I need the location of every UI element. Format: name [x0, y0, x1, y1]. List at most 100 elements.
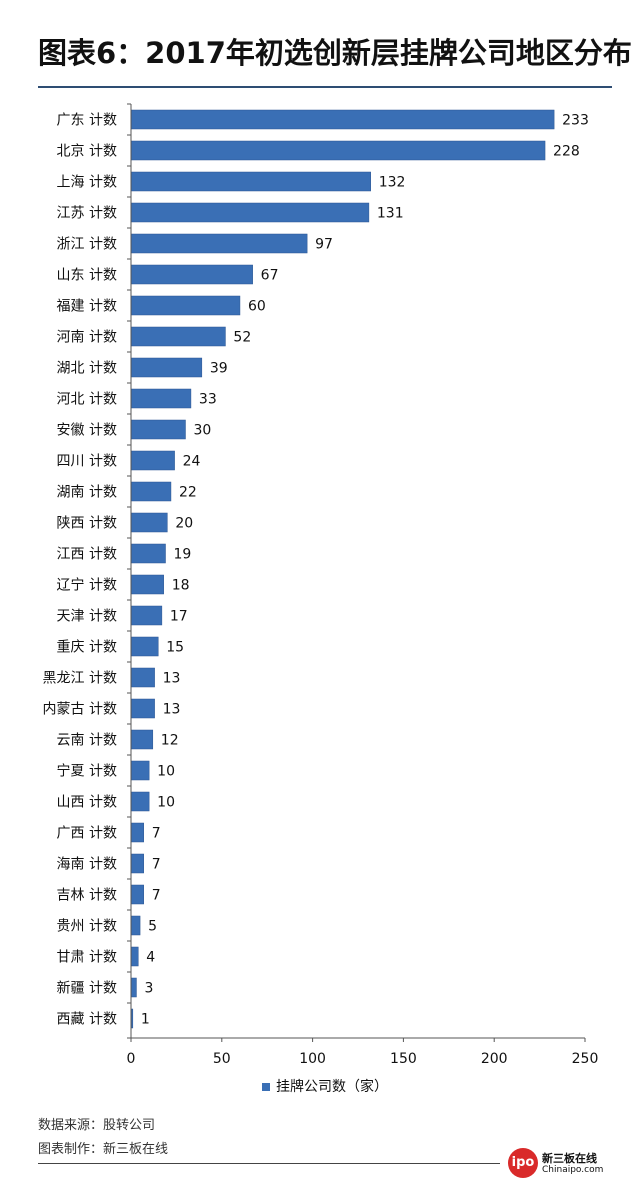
x-tick-label: 0 — [127, 1051, 136, 1067]
category-label: 甘肃 计数 — [57, 950, 117, 966]
logo: ipo 新三板在线 Chinaipo.com — [508, 1148, 632, 1180]
data-label: 7 — [152, 826, 161, 842]
category-label: 河南 计数 — [57, 330, 117, 346]
bar — [130, 698, 155, 719]
category-label: 福建 计数 — [57, 299, 117, 315]
bar — [130, 760, 150, 781]
x-tick-label: 250 — [572, 1051, 599, 1067]
category-label: 上海 计数 — [57, 175, 117, 191]
data-label: 33 — [199, 392, 217, 408]
bar — [130, 822, 144, 843]
category-label: 重庆 计数 — [57, 640, 117, 656]
bar — [130, 140, 546, 161]
data-label: 97 — [315, 237, 333, 253]
bar — [130, 729, 154, 750]
category-label: 辽宁 计数 — [57, 577, 117, 594]
bar — [130, 109, 555, 130]
category-label: 湖北 计数 — [57, 361, 117, 377]
bar — [130, 946, 139, 967]
data-label: 228 — [553, 144, 580, 160]
title-divider — [38, 86, 612, 88]
chart-maker: 图表制作：新三板在线 — [38, 1142, 169, 1157]
category-label: 贵州 计数 — [57, 919, 117, 935]
logo-url: Chinaipo.com — [542, 1165, 604, 1175]
data-label: 19 — [174, 547, 192, 563]
data-label: 20 — [175, 516, 193, 532]
data-label: 1 — [141, 1012, 150, 1028]
category-label: 广西 计数 — [57, 826, 117, 842]
x-tick-label: 100 — [299, 1051, 326, 1067]
category-label: 浙江 计数 — [57, 237, 117, 253]
bar — [130, 574, 164, 595]
category-label: 海南 计数 — [57, 857, 117, 873]
chart-title: 图表6：2017年初选创新层挂牌公司地区分布 — [38, 36, 632, 70]
category-label: 安徽 计数 — [57, 423, 117, 439]
data-label: 4 — [146, 950, 155, 966]
data-label: 15 — [166, 640, 184, 656]
bar — [130, 977, 137, 998]
data-label: 17 — [170, 609, 188, 625]
data-label: 132 — [379, 175, 406, 191]
data-label: 60 — [248, 299, 266, 315]
legend-swatch — [262, 1083, 270, 1091]
category-label: 山东 计数 — [57, 268, 117, 284]
bar — [130, 233, 308, 254]
data-label: 10 — [157, 764, 175, 780]
category-label: 云南 计数 — [57, 733, 117, 749]
category-label: 湖南 计数 — [57, 485, 117, 501]
data-label: 67 — [261, 268, 279, 284]
data-source: 数据来源：股转公司 — [38, 1118, 156, 1133]
logo-badge: ipo — [508, 1148, 538, 1178]
data-label: 13 — [163, 702, 181, 718]
data-label: 5 — [148, 919, 157, 935]
bar — [130, 388, 192, 409]
bar — [130, 605, 163, 626]
bar — [130, 636, 159, 657]
data-label: 24 — [183, 454, 201, 470]
data-label: 3 — [144, 981, 153, 997]
data-label: 39 — [210, 361, 228, 377]
category-label: 吉林 计数 — [57, 888, 117, 904]
data-label: 7 — [152, 857, 161, 873]
logo-name: 新三板在线 — [542, 1152, 597, 1165]
category-label: 北京 计数 — [57, 144, 117, 160]
bar — [130, 450, 175, 471]
data-label: 18 — [172, 578, 190, 594]
legend: 挂牌公司数（家） — [262, 1076, 388, 1096]
category-label: 天津 计数 — [57, 609, 117, 625]
category-label: 江苏 计数 — [57, 206, 117, 222]
bar — [130, 667, 155, 688]
legend-label: 挂牌公司数（家） — [276, 1079, 388, 1095]
bar — [130, 326, 226, 347]
bar — [130, 853, 144, 874]
category-label: 宁夏 计数 — [57, 763, 117, 780]
category-label: 江西 计数 — [57, 547, 117, 563]
data-label: 233 — [562, 113, 589, 129]
bar — [130, 915, 141, 936]
bar — [130, 543, 166, 564]
bar — [130, 171, 371, 192]
data-label: 12 — [161, 733, 179, 749]
data-label: 131 — [377, 206, 404, 222]
bar — [130, 357, 203, 378]
category-label: 广东 计数 — [57, 113, 117, 129]
x-tick-label: 150 — [390, 1051, 417, 1067]
data-label: 13 — [163, 671, 181, 687]
data-label: 7 — [152, 888, 161, 904]
bar — [130, 419, 186, 440]
bar — [130, 512, 168, 533]
category-label: 山西 计数 — [57, 795, 117, 811]
category-label: 四川 计数 — [57, 454, 117, 470]
footer-divider — [38, 1163, 500, 1164]
category-label: 陕西 计数 — [57, 516, 117, 532]
bar — [130, 481, 172, 502]
x-tick-label: 200 — [481, 1051, 508, 1067]
bar — [130, 264, 253, 285]
category-label: 新疆 计数 — [57, 981, 117, 997]
data-label: 10 — [157, 795, 175, 811]
bar — [130, 202, 370, 223]
x-tick-label: 50 — [213, 1051, 231, 1067]
category-label: 内蒙古 计数 — [43, 702, 117, 718]
data-label: 30 — [193, 423, 211, 439]
